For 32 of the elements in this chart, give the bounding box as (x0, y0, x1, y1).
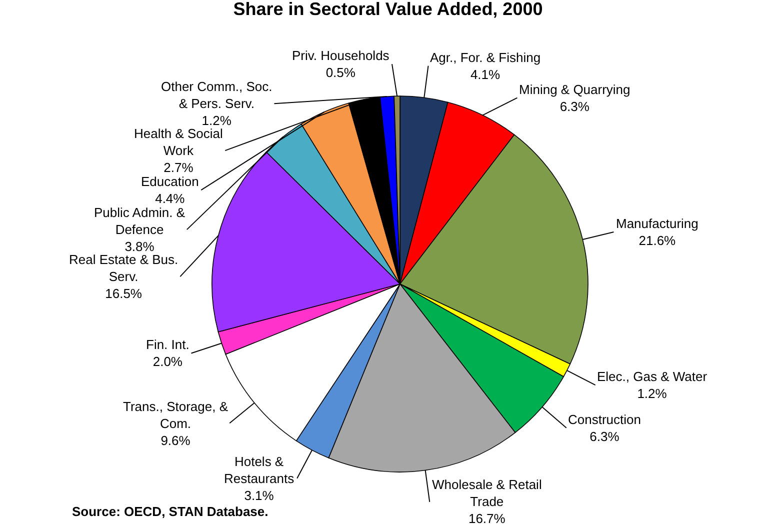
slice-label: Fin. Int. (146, 337, 190, 352)
source-note: Source: OECD, STAN Database. (72, 504, 268, 519)
slice-label: Education (141, 174, 199, 189)
data-label: 16.5% (105, 286, 142, 301)
data-label: 2.0% (152, 354, 183, 369)
slice-label: Trans., Storage, & Com. (123, 399, 228, 431)
slice-label: Other Comm., Soc. & Pers. Serv. (161, 79, 272, 111)
data-label: 3.1% (244, 488, 274, 503)
slice-label: Manufacturing (616, 216, 698, 231)
slice-label: Hotels & Restaurants (224, 454, 295, 486)
data-label: 1.2% (637, 386, 668, 401)
data-label: 4.4% (155, 190, 186, 206)
slice-label: Wholesale & Retail Trade (432, 477, 542, 509)
slice-label: Agr., For. & Fishing (430, 50, 541, 65)
data-label: 2.7% (164, 160, 194, 175)
data-label: 3.8% (124, 238, 155, 254)
data-label: 9.6% (160, 432, 191, 448)
data-label: 0.5% (326, 64, 356, 80)
slice-label: Construction (568, 412, 641, 427)
data-label: 21.6% (638, 232, 676, 248)
slice-label: Mining & Quarrying (519, 82, 630, 97)
slice-label: Elec., Gas & Water (597, 369, 708, 384)
data-label: 6.3% (590, 428, 620, 444)
slice-label: Priv. Households (292, 48, 390, 63)
slice-label: Health & Social Work (134, 126, 223, 158)
data-label: 1.2% (202, 112, 232, 128)
data-label: 4.1% (470, 66, 501, 82)
chart-title: Share in Sectoral Value Added, 2000 (233, 0, 543, 20)
data-label: 6.3% (560, 98, 590, 114)
slice-label: Public Admin. & Defence (94, 205, 186, 237)
data-label: 16.7% (468, 510, 506, 524)
slice-label: Real Estate & Bus. Serv. (69, 252, 178, 284)
